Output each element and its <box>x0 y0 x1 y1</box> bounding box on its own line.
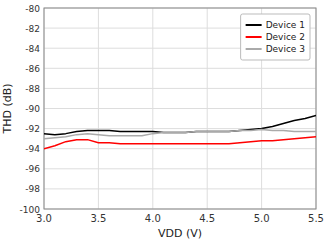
x-axis-label: VDD (V) <box>158 227 202 240</box>
y-tick-label: -84 <box>25 44 40 54</box>
y-tick-label: -94 <box>25 144 40 154</box>
y-grid-line <box>44 188 316 189</box>
legend-box <box>241 14 310 60</box>
x-tick-label: 3.0 <box>36 213 52 224</box>
y-tick-label: -82 <box>25 24 40 34</box>
legend-swatch <box>246 24 262 26</box>
plot-background <box>44 8 316 209</box>
x-tick-label: 4.5 <box>199 213 215 224</box>
legend-swatch <box>246 36 262 38</box>
y-tick-label: -92 <box>25 124 40 134</box>
legend: Device 1 Device 2 Device 3 <box>241 14 310 60</box>
y-grid-line <box>44 68 316 69</box>
y-grid-line <box>44 168 316 169</box>
y-tick-label: -80 <box>25 4 40 14</box>
series-lines <box>44 116 316 149</box>
y-tick-label: -98 <box>25 184 40 194</box>
plot-frame <box>44 8 316 209</box>
y-tick-label: -90 <box>25 104 40 114</box>
y-tick-label: -88 <box>25 84 40 94</box>
y-axis-label: THD (dB) <box>1 83 14 134</box>
x-tick-label: 5.5 <box>308 213 324 224</box>
legend-label: Device 2 <box>266 32 305 42</box>
series-line <box>44 116 316 135</box>
series-line <box>44 130 316 139</box>
series-line <box>44 137 316 149</box>
axes: 3.0 3.5 4.0 4.5 5.0 5.5 -100 -98 -96 -94 -92 -90 -88… <box>20 4 324 225</box>
y-grid-line <box>44 148 316 149</box>
legend-label: Device 1 <box>266 20 305 30</box>
x-tick-label: 3.5 <box>90 213 106 224</box>
y-grid-line <box>44 108 316 109</box>
y-tick-label: -96 <box>25 164 40 174</box>
y-grid-line <box>44 128 316 129</box>
legend-swatch <box>246 48 262 50</box>
chart: 3.0 3.5 4.0 4.5 5.0 5.5 -100 -98 -96 -94 -92 -90 -88… <box>0 0 326 243</box>
x-tick-label: 5.0 <box>254 213 270 224</box>
y-tick-label: -100 <box>20 205 41 215</box>
legend-label: Device 3 <box>266 44 305 54</box>
x-tick-label: 4.0 <box>145 213 161 224</box>
y-grid-line <box>44 88 316 89</box>
grid <box>44 8 316 209</box>
y-tick-label: -86 <box>25 64 40 74</box>
